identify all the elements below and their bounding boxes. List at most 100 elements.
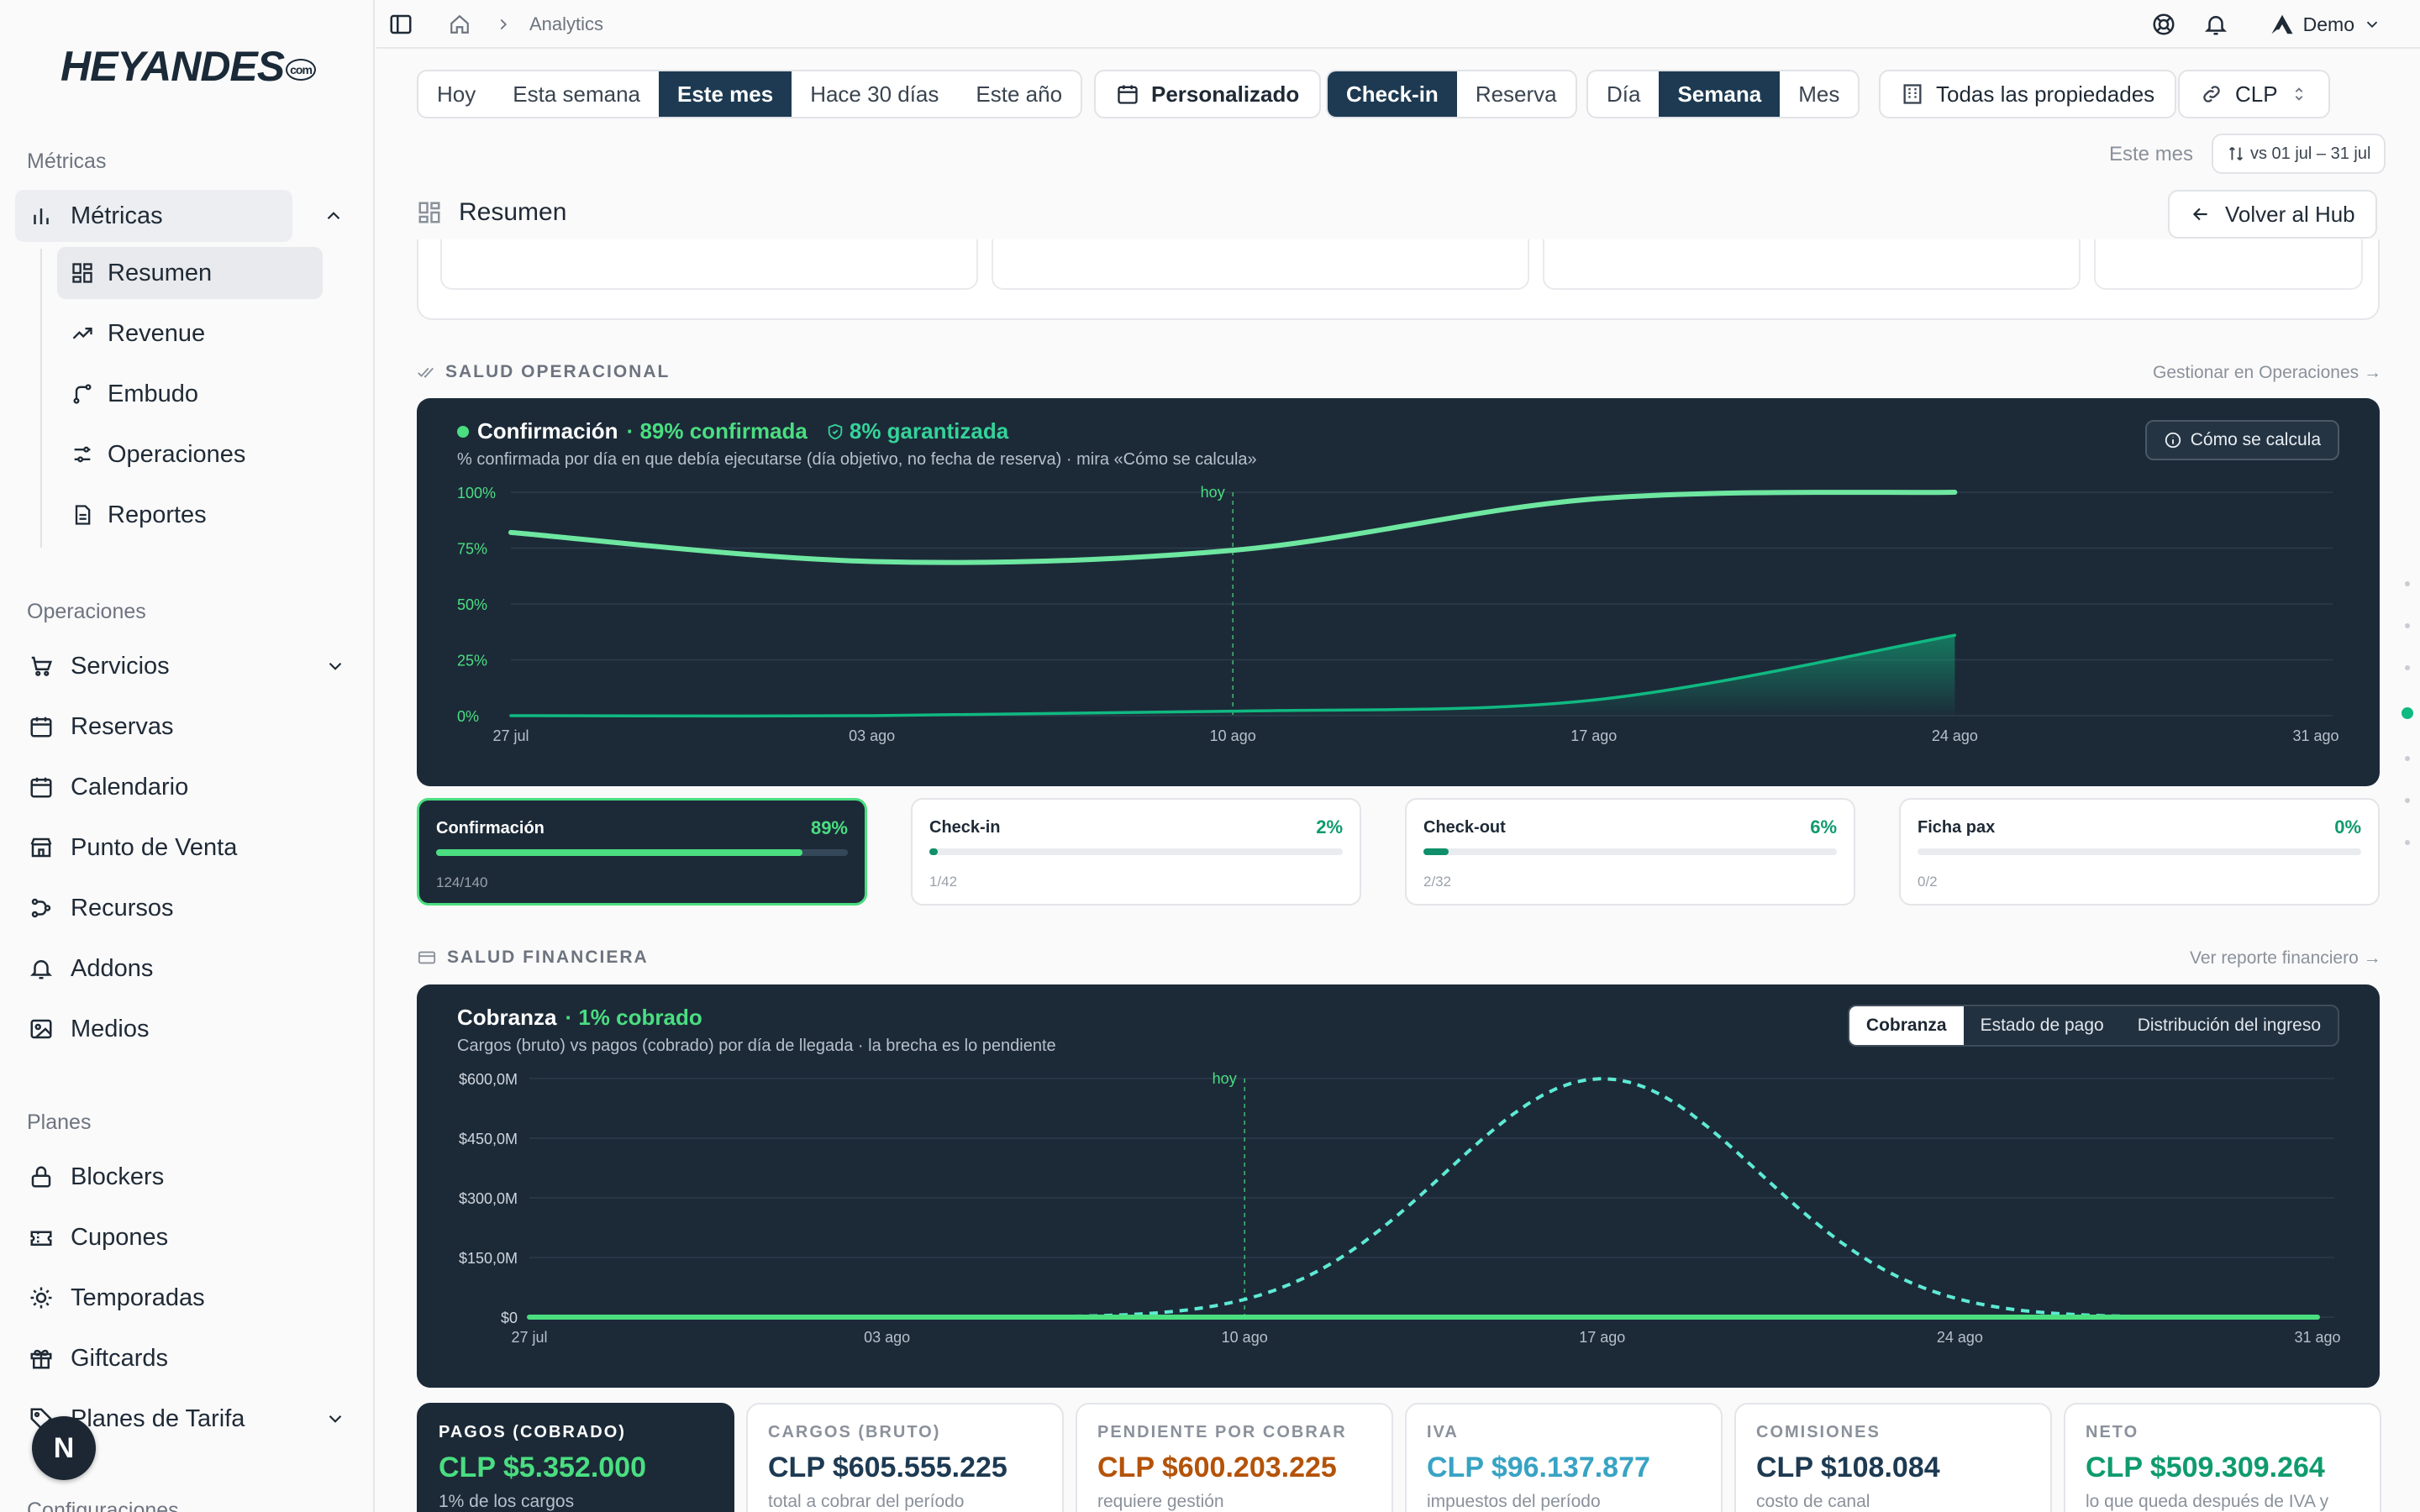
series-line	[508, 490, 1958, 565]
collections-chart-panel: Cobranza · 1% cobrado Cargos (bruto) vs …	[417, 984, 2380, 1388]
period-este-mes[interactable]: Este mes	[659, 71, 792, 117]
kpi-progress	[1918, 848, 2361, 855]
scroll-dot[interactable]	[2405, 581, 2410, 586]
kpi-card-ficha-pax[interactable]: Ficha pax 0% 0/2	[1899, 798, 2380, 906]
section-operational-health: SALUD OPERACIONAL	[417, 362, 670, 382]
chevron-down-icon[interactable]	[324, 655, 346, 677]
today-label: hoy	[1213, 1070, 1237, 1087]
sidebar-item-medios[interactable]: Medios	[27, 1005, 346, 1053]
financial-report-link[interactable]: Ver reporte financiero →	[2190, 948, 2381, 968]
sidebar-item-resumen[interactable]: Resumen	[57, 247, 323, 299]
sidebar-item-recursos[interactable]: Recursos	[27, 884, 346, 932]
sidebar-item-calendario[interactable]: Calendario	[27, 763, 346, 811]
money-value: CLP $108.084	[1756, 1452, 1940, 1483]
tab-distribucion-del-ingreso[interactable]: Distribución del ingreso	[2137, 1016, 2321, 1035]
peek-card	[440, 239, 978, 290]
scroll-dot[interactable]	[2405, 665, 2410, 670]
currency-select[interactable]: CLP	[2178, 70, 2330, 118]
tab-estado-de-pago[interactable]: Estado de pago	[1980, 1016, 2104, 1035]
period-hace-30-dias[interactable]: Hace 30 días	[810, 81, 939, 107]
andes-mark-icon	[2271, 14, 2293, 34]
money-card-1[interactable]: CARGOS (BRUTO) CLP $605.555.225 total a co…	[746, 1403, 1064, 1512]
chevron-up-icon[interactable]	[323, 205, 345, 227]
sidebar-item-label: Planes de Tarifa	[71, 1404, 245, 1432]
scroll-dot-active[interactable]	[2402, 707, 2413, 719]
confirmation-line-chart[interactable]: 100% 75% 50% 25% 0% 27 jul 03 ago 10 ago 17 ago 2…	[417, 398, 2380, 786]
kpi-name: Check-in	[929, 818, 1001, 837]
grain-dia[interactable]: Día	[1607, 81, 1641, 107]
chart-title: Cobranza	[457, 1005, 557, 1030]
grid-icon	[418, 202, 440, 223]
topbar: Analytics Demo	[376, 0, 2420, 49]
kpi-card-check-in[interactable]: Check-in 2% 1/42	[911, 798, 1361, 906]
breadcrumb-analytics[interactable]: Analytics	[529, 13, 604, 34]
sidebar-item-cupones[interactable]: Cupones	[27, 1213, 346, 1262]
sidebar-item-giftcards[interactable]: Giftcards	[27, 1334, 346, 1383]
home-icon[interactable]	[449, 13, 471, 35]
scroll-dot[interactable]	[2405, 798, 2410, 803]
back-to-hub-button[interactable]: Volver al Hub	[2168, 190, 2377, 239]
sidebar-item-reportes[interactable]: Reportes	[57, 489, 323, 541]
sidebar-item-label: Addons	[71, 954, 154, 982]
tab-cobranza[interactable]: Cobranza	[1849, 1006, 1964, 1045]
x-tick-label: 17 ago	[1579, 1329, 1625, 1346]
how-calculated-button[interactable]: Cómo se calcula	[2144, 420, 2339, 460]
shield-check-icon	[828, 423, 843, 439]
money-label: IVA	[1427, 1423, 1459, 1441]
properties-button[interactable]: Todas las propiedades	[1879, 70, 2177, 118]
heyandes-logo[interactable]: HEYANDES com	[60, 42, 316, 91]
custom-range-button[interactable]: Personalizado	[1094, 70, 1322, 118]
user-menu[interactable]: Demo	[2270, 12, 2381, 37]
sidebar-item-revenue[interactable]: Revenue	[57, 307, 323, 360]
money-label: NETO	[2086, 1423, 2139, 1441]
chevron-down-icon[interactable]	[324, 1408, 346, 1430]
period-este-ano[interactable]: Este año	[976, 81, 1063, 107]
sidebar-item-reservas[interactable]: Reservas	[27, 702, 346, 751]
sidebar-group-metricas[interactable]: Métricas	[15, 190, 340, 242]
peek-card	[992, 239, 1529, 290]
x-tick-label: 03 ago	[864, 1329, 910, 1346]
manage-operations-link[interactable]: Gestionar en Operaciones →	[2153, 363, 2381, 382]
scroll-dot[interactable]	[2405, 623, 2410, 628]
help-circle-icon[interactable]	[2151, 12, 2176, 37]
compare-period-label: Este mes	[2109, 143, 2194, 165]
calendar-check-icon	[27, 712, 55, 741]
basis-reserva[interactable]: Reserva	[1475, 81, 1557, 107]
collections-subtitle: Cargos (bruto) vs pagos (cobrado) por dí…	[457, 1037, 1056, 1055]
sidebar-item-blockers[interactable]: Blockers	[27, 1152, 346, 1201]
kpi-card-check-out[interactable]: Check-out 6% 2/32	[1405, 798, 1855, 906]
money-label: CARGOS (BRUTO)	[768, 1423, 941, 1441]
grain-semana[interactable]: Semana	[1659, 71, 1781, 117]
money-card-2[interactable]: PENDIENTE POR COBRAR CLP $600.203.225 requ…	[1076, 1403, 1393, 1512]
period-hoy[interactable]: Hoy	[437, 81, 476, 107]
sidebar-item-punto-de-venta[interactable]: Punto de Venta	[27, 823, 346, 872]
y-tick-label: $600,0M	[459, 1071, 518, 1088]
series-line-dashed	[529, 1076, 2317, 1319]
collections-line-chart[interactable]: $600,0M $450,0M $300,0M $150,0M $0 27 jul 03 a…	[417, 984, 2380, 1388]
bell-icon[interactable]	[2203, 12, 2228, 37]
sidebar-item-label: Giftcards	[71, 1344, 169, 1372]
kpi-count: 0/2	[1918, 874, 1938, 890]
compare-range-pill[interactable]: vs 01 jul – 31 jul	[2212, 134, 2386, 174]
kpi-card-confirmacion[interactable]: Confirmación 89% 124/140	[417, 798, 867, 906]
top-cards-peek	[417, 239, 2380, 320]
chevron-down-icon	[2366, 21, 2378, 29]
money-label: COMISIONES	[1756, 1423, 1881, 1441]
sidebar-item-embudo[interactable]: Embudo	[57, 368, 323, 420]
scroll-dot[interactable]	[2405, 756, 2410, 761]
grain-mes[interactable]: Mes	[1798, 81, 1840, 107]
sidebar-item-operaciones-metric[interactable]: Operaciones	[57, 428, 323, 480]
period-esta-semana[interactable]: Esta semana	[513, 81, 640, 107]
basis-check-in[interactable]: Check-in	[1328, 71, 1457, 117]
sidebar-item-servicios[interactable]: Servicios	[27, 642, 346, 690]
money-card-4[interactable]: COMISIONES CLP $108.084 costo de canal	[1734, 1403, 2052, 1512]
sidebar-item-temporadas[interactable]: Temporadas	[27, 1273, 346, 1322]
sidebar-toggle-icon[interactable]	[388, 12, 413, 37]
scroll-dot[interactable]	[2405, 840, 2410, 845]
user-avatar[interactable]: N	[32, 1416, 96, 1480]
sidebar-item-addons[interactable]: Addons	[27, 944, 346, 993]
money-card-3[interactable]: IVA CLP $96.137.877 impuestos del período	[1405, 1403, 1723, 1512]
money-card-5[interactable]: NETO CLP $509.309.264 lo que queda después…	[2064, 1403, 2381, 1512]
money-card-0[interactable]: PAGOS (COBRADO) CLP $5.352.000 1% de los c…	[417, 1403, 734, 1512]
sidebar-item-planes-de-tarifa[interactable]: Planes de Tarifa	[27, 1394, 346, 1443]
